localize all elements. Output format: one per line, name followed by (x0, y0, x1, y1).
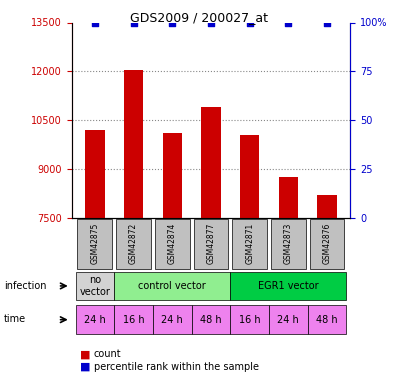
Text: 16 h: 16 h (239, 315, 260, 325)
Point (131, 20, 137, 26)
FancyBboxPatch shape (114, 272, 230, 300)
FancyBboxPatch shape (193, 219, 228, 269)
FancyBboxPatch shape (232, 219, 267, 269)
FancyBboxPatch shape (76, 305, 114, 334)
FancyBboxPatch shape (308, 305, 346, 334)
Text: 48 h: 48 h (316, 315, 338, 325)
Text: GSM42872: GSM42872 (129, 223, 138, 264)
Bar (279, 177, 298, 218)
Text: GSM42873: GSM42873 (284, 223, 293, 264)
Text: GSM42874: GSM42874 (168, 223, 177, 264)
Point (246, 20, 253, 26)
Text: GSM42877: GSM42877 (207, 223, 215, 264)
FancyBboxPatch shape (116, 219, 151, 269)
Point (285, 20, 291, 26)
Point (324, 20, 330, 26)
Text: 16 h: 16 h (123, 315, 144, 325)
Bar (201, 107, 220, 218)
Text: GDS2009 / 200027_at: GDS2009 / 200027_at (130, 11, 268, 24)
Bar (124, 70, 143, 217)
Text: ■: ■ (80, 350, 90, 359)
Text: 48 h: 48 h (200, 315, 222, 325)
FancyBboxPatch shape (76, 272, 114, 300)
Text: GSM42875: GSM42875 (90, 223, 100, 264)
Text: EGR1 vector: EGR1 vector (258, 281, 319, 291)
Bar (162, 133, 182, 218)
Text: 24 h: 24 h (84, 315, 106, 325)
Text: control vector: control vector (139, 281, 206, 291)
FancyBboxPatch shape (271, 219, 306, 269)
FancyBboxPatch shape (78, 219, 112, 269)
Text: count: count (94, 350, 121, 359)
Text: 24 h: 24 h (161, 315, 183, 325)
FancyBboxPatch shape (191, 305, 230, 334)
FancyBboxPatch shape (153, 305, 191, 334)
Text: ■: ■ (80, 362, 90, 372)
FancyBboxPatch shape (155, 219, 190, 269)
Text: no
vector: no vector (80, 275, 110, 297)
FancyBboxPatch shape (230, 305, 269, 334)
Text: 24 h: 24 h (277, 315, 299, 325)
Bar (240, 135, 259, 218)
Point (169, 20, 176, 26)
FancyBboxPatch shape (230, 272, 346, 300)
Point (208, 20, 214, 26)
Text: percentile rank within the sample: percentile rank within the sample (94, 362, 259, 372)
Text: GSM42876: GSM42876 (322, 223, 332, 264)
Point (92, 20, 98, 26)
FancyBboxPatch shape (269, 305, 308, 334)
Bar (85, 130, 105, 218)
Text: time: time (4, 315, 26, 324)
Bar (317, 195, 337, 217)
FancyBboxPatch shape (310, 219, 344, 269)
Text: GSM42871: GSM42871 (245, 223, 254, 264)
FancyBboxPatch shape (114, 305, 153, 334)
Text: infection: infection (4, 281, 47, 291)
